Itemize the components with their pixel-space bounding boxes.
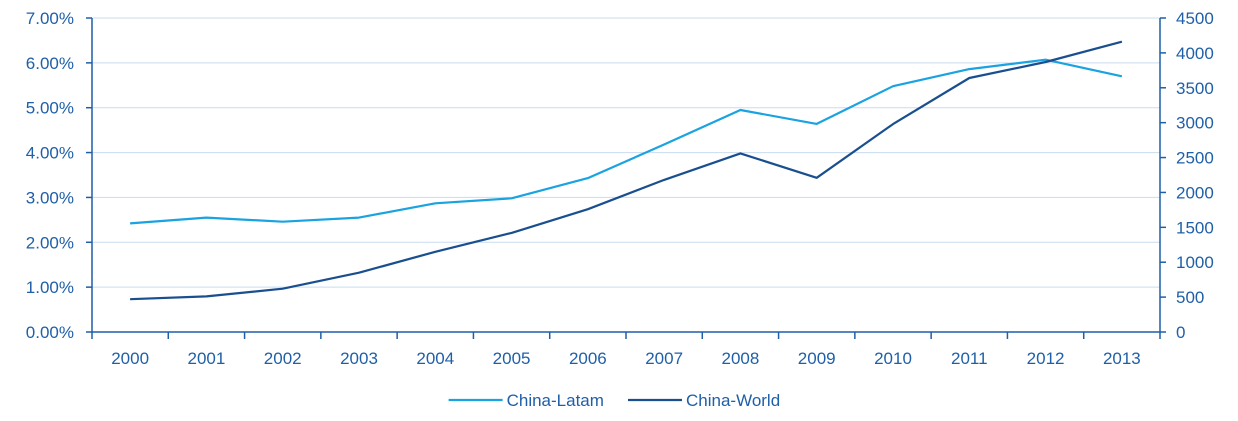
legend: China-Latam China-World <box>448 391 780 410</box>
right-axis-tick-label: 4500 <box>1176 9 1214 28</box>
left-axis-tick-label: 5.00% <box>26 99 74 118</box>
left-axis-tick-label: 6.00% <box>26 54 74 73</box>
gridlines <box>92 17 1160 288</box>
right-axis-tick-label: 500 <box>1176 288 1204 307</box>
left-axis-tick-label: 3.00% <box>26 188 74 207</box>
x-axis-tick-label: 2010 <box>874 349 912 368</box>
legend-label: China-World <box>686 391 780 410</box>
left-axis-tick-label: 7.00% <box>26 9 74 28</box>
x-axis-tick-label: 2004 <box>416 349 454 368</box>
x-axis-tick-label: 2003 <box>340 349 378 368</box>
series-line-china-latam <box>130 58 1123 225</box>
right-axis-tick-label: 3500 <box>1176 79 1214 98</box>
right-axis-tick-label: 0 <box>1176 323 1185 342</box>
x-axis-tick-label: 2011 <box>951 349 988 368</box>
x-axis-tick-label: 2007 <box>645 349 683 368</box>
x-axis-tick-label: 2006 <box>569 349 607 368</box>
x-axis-tick-label: 2012 <box>1027 349 1065 368</box>
right-axis-tick-label: 2000 <box>1176 183 1214 202</box>
x-axis-tick-label: 2008 <box>722 349 760 368</box>
x-axis-tick-label: 2002 <box>264 349 302 368</box>
left-axis-tick-label: 1.00% <box>26 278 74 297</box>
x-axis-tick-label: 2009 <box>798 349 836 368</box>
right-axis-tick-label: 4000 <box>1176 44 1214 63</box>
left-axis-tick-label: 4.00% <box>26 144 74 163</box>
left-axis-tick-label: 0.00% <box>26 323 74 342</box>
axes: 0.00% 1.00% 2.00% 3.00% 4.00% 5.00% 6.00% 7.00%… <box>26 9 1214 368</box>
x-axis-tick-label: 2005 <box>493 349 531 368</box>
x-axis-tick-label: 2013 <box>1103 349 1141 368</box>
legend-label: China-Latam <box>507 391 604 410</box>
series-line-china-world <box>130 40 1123 301</box>
x-axis-tick-label: 2001 <box>188 349 226 368</box>
series-lines <box>130 40 1123 301</box>
left-axis-tick-label: 2.00% <box>26 233 74 252</box>
right-axis-tick-label: 1000 <box>1176 253 1214 272</box>
right-axis-tick-label: 3000 <box>1176 114 1214 133</box>
x-axis-tick-label: 2000 <box>111 349 149 368</box>
right-axis-tick-label: 2500 <box>1176 149 1214 168</box>
right-axis-tick-label: 1500 <box>1176 218 1214 237</box>
